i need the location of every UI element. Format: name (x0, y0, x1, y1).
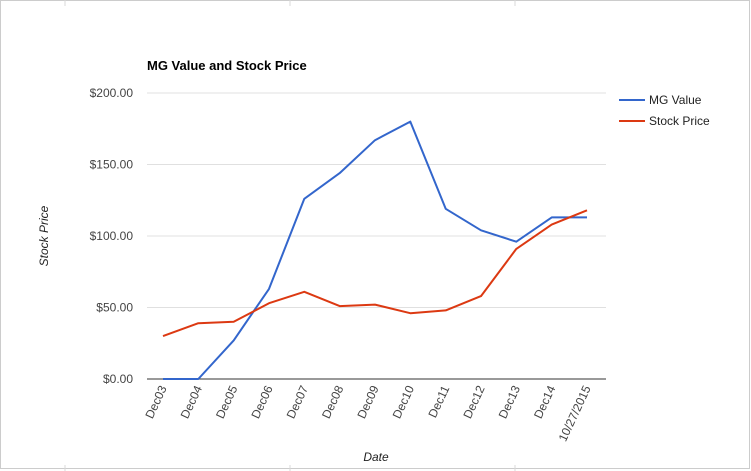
series-line (163, 120, 587, 380)
x-axis-label: Date (363, 450, 389, 464)
chart-title: MG Value and Stock Price (147, 58, 307, 73)
y-tick-label: $100.00 (90, 229, 134, 243)
y-tick-label: $50.00 (96, 301, 133, 315)
y-tick-label: $200.00 (90, 86, 134, 100)
series-lines (162, 120, 588, 380)
legend-label: MG Value (649, 93, 702, 107)
legend-label: Stock Price (649, 114, 710, 128)
y-tick-label: $0.00 (103, 372, 133, 386)
y-axis-label: Stock Price (37, 205, 51, 266)
gridlines (147, 92, 606, 308)
series-line (162, 209, 588, 338)
y-axis-ticks: $0.00 $50.00 $100.00 $150.00 $200.00 (90, 86, 134, 386)
legend: MG Value Stock Price (619, 93, 710, 128)
y-tick-label: $150.00 (90, 158, 134, 172)
